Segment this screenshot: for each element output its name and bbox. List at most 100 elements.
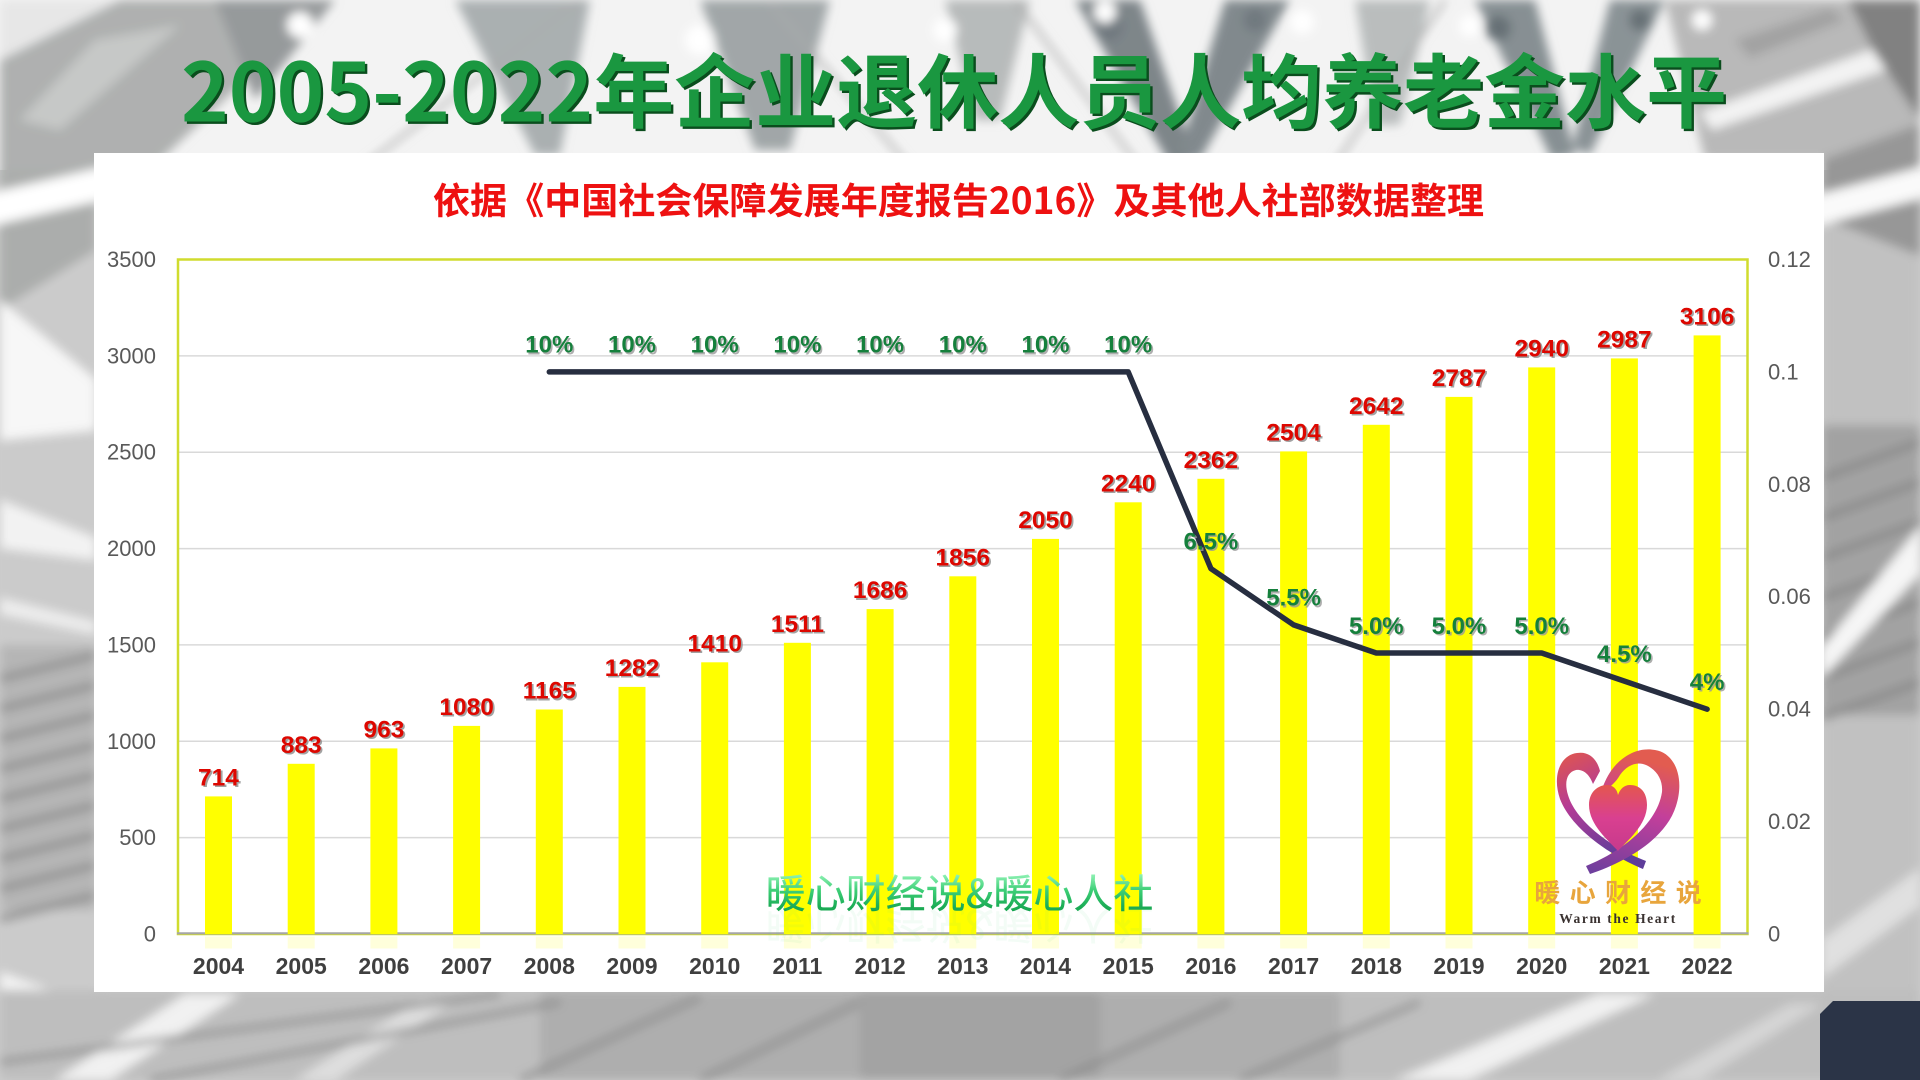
svg-text:5.0%: 5.0%: [1351, 614, 1406, 641]
svg-text:1856: 1856: [937, 546, 992, 573]
svg-text:10%: 10%: [1023, 333, 1071, 360]
svg-text:2642: 2642: [1351, 395, 1406, 422]
svg-text:10%: 10%: [940, 333, 988, 360]
svg-text:Warm the Heart: Warm the Heart: [1559, 911, 1677, 926]
svg-text:6.5%: 6.5%: [1185, 530, 1240, 557]
svg-text:5.0%: 5.0%: [1433, 614, 1488, 641]
svg-text:2940: 2940: [1516, 337, 1571, 364]
svg-text:2015: 2015: [1103, 953, 1154, 979]
svg-text:5.0%: 5.0%: [1349, 613, 1404, 640]
svg-text:10%: 10%: [691, 332, 739, 359]
svg-text:1410: 1410: [687, 630, 742, 657]
svg-text:0.02: 0.02: [1768, 809, 1811, 834]
svg-text:0: 0: [1768, 922, 1780, 947]
svg-text:2500: 2500: [107, 440, 156, 465]
svg-text:1282: 1282: [605, 655, 660, 682]
svg-text:2362: 2362: [1185, 449, 1240, 476]
svg-text:2009: 2009: [606, 953, 657, 979]
svg-text:2504: 2504: [1268, 421, 1323, 448]
svg-text:1686: 1686: [853, 577, 908, 604]
svg-text:2504: 2504: [1266, 419, 1321, 446]
svg-text:10%: 10%: [1021, 332, 1069, 359]
svg-text:1165: 1165: [525, 679, 578, 706]
svg-text:2020: 2020: [1516, 953, 1567, 979]
svg-text:1511: 1511: [771, 611, 824, 638]
svg-text:1080: 1080: [441, 696, 496, 723]
svg-text:4.5%: 4.5%: [1599, 643, 1654, 670]
svg-text:1856: 1856: [936, 544, 991, 571]
svg-text:2787: 2787: [1432, 365, 1487, 392]
svg-text:5.0%: 5.0%: [1516, 614, 1571, 641]
svg-text:2006: 2006: [358, 953, 409, 979]
svg-text:3106: 3106: [1680, 303, 1735, 330]
svg-text:963: 963: [365, 718, 406, 745]
svg-text:883: 883: [283, 734, 324, 761]
svg-text:3500: 3500: [107, 247, 156, 272]
svg-text:0.04: 0.04: [1768, 697, 1811, 722]
svg-text:2940: 2940: [1514, 335, 1569, 362]
svg-text:10%: 10%: [939, 332, 987, 359]
svg-text:2007: 2007: [441, 953, 492, 979]
svg-text:5.5%: 5.5%: [1268, 586, 1323, 613]
svg-text:2005: 2005: [276, 953, 327, 979]
svg-text:2050: 2050: [1020, 509, 1075, 536]
svg-text:0.08: 0.08: [1768, 472, 1811, 497]
svg-text:10%: 10%: [608, 332, 656, 359]
svg-text:2014: 2014: [1020, 953, 1071, 979]
svg-text:2642: 2642: [1349, 393, 1404, 420]
svg-text:10%: 10%: [775, 333, 823, 360]
svg-text:10%: 10%: [856, 332, 904, 359]
svg-text:4%: 4%: [1691, 671, 1726, 698]
svg-text:2008: 2008: [524, 953, 575, 979]
svg-text:2019: 2019: [1433, 953, 1484, 979]
svg-text:10%: 10%: [610, 333, 658, 360]
svg-text:883: 883: [281, 732, 322, 759]
svg-text:1165: 1165: [523, 678, 576, 705]
svg-text:1000: 1000: [107, 729, 156, 754]
svg-text:2012: 2012: [855, 953, 906, 979]
svg-text:1410: 1410: [689, 632, 744, 659]
svg-text:2016: 2016: [1185, 953, 1236, 979]
svg-text:6.5%: 6.5%: [1184, 528, 1239, 555]
svg-text:2240: 2240: [1103, 472, 1158, 499]
svg-text:714: 714: [198, 764, 239, 791]
svg-text:2017: 2017: [1268, 953, 1319, 979]
svg-text:2011: 2011: [772, 953, 822, 979]
svg-text:0.06: 0.06: [1768, 584, 1811, 609]
svg-text:10%: 10%: [692, 333, 740, 360]
svg-text:1080: 1080: [439, 694, 494, 721]
svg-text:2021: 2021: [1599, 953, 1650, 979]
svg-text:0: 0: [144, 922, 156, 947]
svg-text:5.0%: 5.0%: [1432, 613, 1487, 640]
svg-text:10%: 10%: [858, 333, 906, 360]
svg-text:1282: 1282: [607, 657, 662, 684]
svg-text:2004: 2004: [193, 953, 244, 979]
svg-text:10%: 10%: [1106, 333, 1154, 360]
svg-text:2787: 2787: [1434, 367, 1489, 394]
svg-text:5.0%: 5.0%: [1514, 613, 1569, 640]
svg-text:1686: 1686: [855, 579, 910, 606]
svg-text:4.5%: 4.5%: [1597, 641, 1652, 668]
svg-text:10%: 10%: [527, 333, 575, 360]
svg-text:2362: 2362: [1184, 447, 1239, 474]
svg-text:2000: 2000: [107, 536, 156, 561]
svg-text:5.5%: 5.5%: [1266, 585, 1321, 612]
svg-text:3000: 3000: [107, 343, 156, 368]
svg-text:1511: 1511: [773, 613, 826, 640]
svg-text:10%: 10%: [773, 332, 821, 359]
svg-text:1500: 1500: [107, 632, 156, 657]
svg-text:2013: 2013: [937, 953, 988, 979]
svg-text:10%: 10%: [525, 332, 573, 359]
svg-text:2240: 2240: [1101, 470, 1156, 497]
svg-text:2050: 2050: [1018, 507, 1073, 534]
svg-text:714: 714: [200, 766, 241, 793]
svg-text:0.12: 0.12: [1768, 247, 1811, 272]
svg-text:3106: 3106: [1682, 305, 1737, 332]
svg-text:963: 963: [363, 716, 404, 743]
svg-text:2022: 2022: [1682, 953, 1733, 979]
svg-text:500: 500: [119, 825, 156, 850]
svg-text:10%: 10%: [1104, 332, 1152, 359]
svg-text:2987: 2987: [1597, 326, 1652, 353]
svg-text:2987: 2987: [1599, 328, 1654, 355]
svg-text:2018: 2018: [1351, 953, 1402, 979]
